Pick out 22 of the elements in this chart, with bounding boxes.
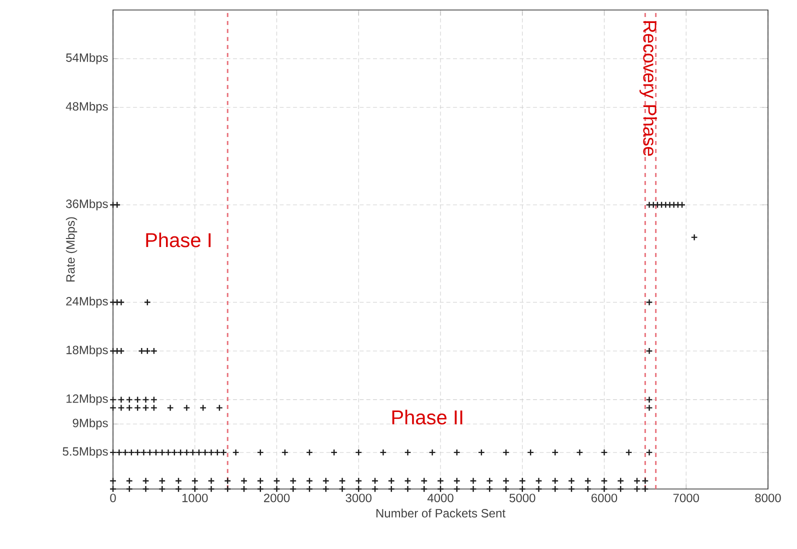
y-tick-label: 18Mbps xyxy=(66,345,108,357)
y-axis-title: Rate (Mbps) xyxy=(66,217,78,282)
y-tick-label: 5.5Mbps xyxy=(62,446,108,458)
y-tick-label: 48Mbps xyxy=(66,102,108,114)
x-tick-label: 0 xyxy=(110,494,116,502)
annotation: Phase I xyxy=(146,232,211,248)
y-tick-label: 54Mbps xyxy=(66,53,108,64)
x-tick-label: 4000 xyxy=(427,494,454,502)
y-tick-label: 36Mbps xyxy=(66,199,108,210)
x-tick-label: 8000 xyxy=(755,494,781,502)
annotation: Phase II xyxy=(392,410,462,424)
ref-line-label: Recovery Phase xyxy=(640,21,657,156)
x-tick-label: 6000 xyxy=(592,494,618,502)
x-tick-label: 7000 xyxy=(673,494,699,502)
y-tick-label: 9Mbps xyxy=(72,418,108,430)
y-tick-label: 24Mbps xyxy=(66,296,108,308)
x-tick-label: 1000 xyxy=(182,494,208,502)
y-tick-label: 12Mbps xyxy=(66,394,108,406)
x-tick-label: 3000 xyxy=(346,494,372,502)
x-axis-title: Number of Packets Sent xyxy=(376,508,506,518)
x-tick-label: 2000 xyxy=(264,494,290,502)
x-tick-label: 5000 xyxy=(510,494,536,502)
